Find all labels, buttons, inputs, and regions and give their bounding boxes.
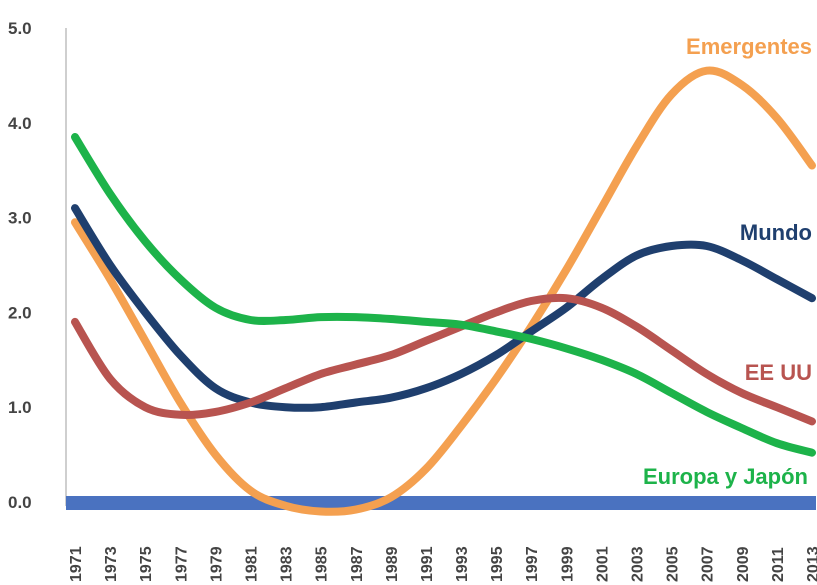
x-tick-label: 1973 bbox=[103, 546, 120, 582]
series-label-emergentes: Emergentes bbox=[686, 34, 812, 59]
x-tick-label: 1971 bbox=[68, 546, 85, 582]
y-tick-label: 4.0 bbox=[8, 114, 32, 133]
series-lines bbox=[71, 66, 816, 516]
x-tick-label: 1995 bbox=[489, 546, 506, 582]
x-tick-label: 2011 bbox=[770, 547, 787, 582]
series-line-europa-y-japón bbox=[71, 133, 816, 457]
x-tick-labels: 1971 1973 1975 1977 1979 1981 1983 1985 1987 1989… bbox=[68, 546, 817, 582]
zero-baseline-band bbox=[66, 496, 816, 510]
x-tick-label: 1981 bbox=[243, 546, 260, 582]
x-tick-label: 1983 bbox=[279, 546, 296, 582]
y-tick-label: 3.0 bbox=[8, 209, 32, 228]
series-labels: Emergentes Mundo EE UU Europa y Japón bbox=[643, 34, 812, 489]
x-tick-label: 1977 bbox=[173, 546, 190, 582]
series-label-europa-y-japón: Europa y Japón bbox=[643, 464, 808, 489]
series-label-ee-uu: EE UU bbox=[745, 360, 812, 385]
x-tick-label: 2007 bbox=[700, 546, 717, 582]
y-tick-label: 1.0 bbox=[8, 398, 32, 417]
x-tick-label: 1993 bbox=[454, 546, 471, 582]
x-tick-label: 1985 bbox=[314, 546, 331, 582]
x-tick-label: 1979 bbox=[208, 546, 225, 582]
series-line-emergentes bbox=[71, 66, 816, 516]
x-tick-label: 2001 bbox=[594, 546, 611, 582]
y-tick-label: 5.0 bbox=[8, 19, 32, 38]
x-tick-label: 1997 bbox=[524, 546, 541, 582]
x-tick-label: 2003 bbox=[630, 546, 647, 582]
x-tick-label: 2009 bbox=[735, 546, 752, 582]
x-tick-label: 1987 bbox=[349, 546, 366, 582]
x-tick-label: 1999 bbox=[559, 546, 576, 582]
series-label-mundo: Mundo bbox=[740, 220, 812, 245]
y-tick-labels: 0.0 1.0 2.0 3.0 4.0 5.0 bbox=[8, 19, 32, 512]
x-tick-label: 1975 bbox=[138, 546, 155, 582]
x-tick-label: 1991 bbox=[419, 546, 436, 582]
x-tick-label: 2013 bbox=[805, 546, 817, 582]
x-tick-label: 1989 bbox=[384, 546, 401, 582]
series-line-ee-uu bbox=[71, 293, 816, 426]
x-tick-label: 2005 bbox=[665, 546, 682, 582]
y-tick-label: 0.0 bbox=[8, 493, 32, 512]
series-line-mundo bbox=[71, 204, 816, 412]
y-tick-label: 2.0 bbox=[8, 303, 32, 322]
